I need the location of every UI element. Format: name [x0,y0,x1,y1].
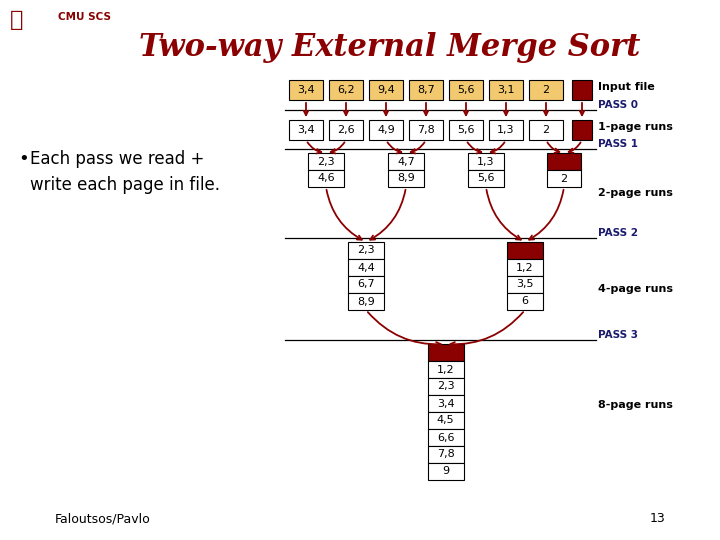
Text: 1,2: 1,2 [516,262,534,273]
Text: 5,6: 5,6 [457,85,474,95]
Bar [547,170,581,187]
Text: 4,4: 4,4 [357,262,375,273]
Text: 5,6: 5,6 [477,173,495,184]
Text: 4,7: 4,7 [397,157,415,166]
Bar [507,293,543,310]
Bar [572,80,592,100]
Text: PASS 0: PASS 0 [598,100,638,110]
Text: CMU SCS: CMU SCS [58,12,111,22]
Text: 7,8: 7,8 [417,125,435,135]
Bar [428,395,464,412]
Text: 2,6: 2,6 [337,125,355,135]
Text: 2: 2 [560,173,567,184]
Text: 6,7: 6,7 [357,280,375,289]
Text: 4-page runs: 4-page runs [598,284,673,294]
Text: Faloutsos/Pavlo: Faloutsos/Pavlo [55,512,150,525]
Bar [449,80,483,100]
Bar [308,170,344,187]
Text: PASS 2: PASS 2 [598,228,638,238]
Text: 7,8: 7,8 [436,449,454,460]
Text: 6,2: 6,2 [337,85,355,95]
Bar [507,276,543,293]
Bar [348,293,384,310]
Bar [428,446,464,463]
Text: 8,9: 8,9 [397,173,415,184]
Bar [428,412,464,429]
Text: 5,6: 5,6 [457,125,474,135]
Bar [449,120,483,140]
Text: 9: 9 [442,467,449,476]
Bar [529,80,563,100]
Text: 1,2: 1,2 [437,364,454,375]
Text: 3,1: 3,1 [498,85,515,95]
Bar [329,80,363,100]
Bar [348,242,384,259]
Bar [289,80,323,100]
Text: 4,6: 4,6 [318,173,335,184]
Text: 1,3: 1,3 [498,125,515,135]
Text: •: • [18,150,29,168]
Text: 3,4: 3,4 [297,85,315,95]
Text: 13: 13 [649,512,665,525]
Text: 6: 6 [521,296,528,307]
Bar [428,344,464,361]
Bar [308,153,344,170]
Text: 4,5: 4,5 [437,415,454,426]
Bar [329,120,363,140]
Text: 8,7: 8,7 [417,85,435,95]
Text: PASS 1: PASS 1 [598,139,638,149]
Text: 2-page runs: 2-page runs [598,188,673,199]
Text: 3,4: 3,4 [297,125,315,135]
Bar [409,80,443,100]
Text: 2,3: 2,3 [357,246,375,255]
Text: 3,5: 3,5 [516,280,534,289]
Text: 1,3: 1,3 [477,157,495,166]
Bar [388,170,424,187]
Bar [489,120,523,140]
Text: 1-page runs: 1-page runs [598,122,673,132]
Text: 6,6: 6,6 [437,433,454,442]
Text: 8,9: 8,9 [357,296,375,307]
Bar [428,463,464,480]
Bar [428,378,464,395]
Bar [428,361,464,378]
Bar [369,120,403,140]
Bar [547,153,581,170]
Bar [289,120,323,140]
Text: 8-page runs: 8-page runs [598,400,673,410]
Bar [529,120,563,140]
Text: 4,9: 4,9 [377,125,395,135]
Bar [507,242,543,259]
Text: 🦅: 🦅 [10,10,23,30]
Bar [348,259,384,276]
Text: 2,3: 2,3 [437,381,454,391]
Bar [468,153,504,170]
Text: 2: 2 [542,125,549,135]
Bar [369,80,403,100]
Text: PASS 3: PASS 3 [598,330,638,340]
Text: Each pass we read +
write each page in file.: Each pass we read + write each page in f… [30,150,220,194]
Text: Input file: Input file [598,82,654,92]
Bar [468,170,504,187]
Text: 2,3: 2,3 [318,157,335,166]
Text: 3,4: 3,4 [437,399,454,408]
Text: 2: 2 [542,85,549,95]
Bar [572,120,592,140]
Text: 9,4: 9,4 [377,85,395,95]
Bar [507,259,543,276]
Bar [489,80,523,100]
Text: Two-way External Merge Sort: Two-way External Merge Sort [139,32,641,63]
Bar [388,153,424,170]
Bar [348,276,384,293]
Bar [409,120,443,140]
Bar [428,429,464,446]
